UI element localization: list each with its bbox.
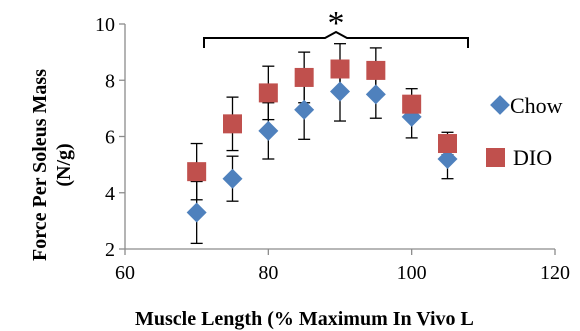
dio-point: [366, 60, 386, 80]
legend-dio-label: DIO: [513, 145, 552, 170]
x-tick-label: 60: [115, 262, 135, 284]
legend: Chow DIO: [486, 93, 563, 170]
legend-chow-label: Chow: [510, 93, 563, 118]
y-axis-title-line1: Force Per Soleus Mass: [29, 69, 51, 261]
legend-chow-marker: [490, 95, 510, 115]
dio-point: [294, 67, 314, 87]
dio-point: [223, 114, 242, 134]
chow-point: [330, 81, 350, 102]
chow-point: [437, 149, 458, 169]
y-tick-label: 6: [105, 127, 115, 149]
y-axis-title-line2: (N/g): [53, 143, 75, 186]
chow-point: [294, 99, 315, 120]
x-tick-label: 80: [258, 262, 278, 284]
plot-area: 2 4 6 8 10 60 80 100 120: [95, 14, 570, 284]
significance-bracket: [203, 30, 469, 48]
dio-point: [438, 134, 457, 154]
legend-dio-marker: [486, 148, 505, 167]
chow-point: [222, 168, 243, 189]
x-tick-label: 100: [397, 262, 427, 284]
x-tick-label: 120: [540, 262, 570, 284]
chow-point: [365, 84, 386, 105]
y-tick-label: 2: [105, 239, 115, 261]
chow-point: [258, 120, 279, 141]
dio-point: [187, 162, 207, 182]
dio-point: [330, 59, 350, 79]
x-axis-title: Muscle Length (% Maximum In Vivo L: [135, 308, 474, 330]
significance-asterisk: *: [328, 5, 345, 42]
dio-point: [402, 94, 422, 114]
y-tick-label: 8: [105, 70, 115, 92]
chow-point: [186, 202, 207, 223]
dio-point: [258, 83, 278, 103]
y-tick-label: 10: [95, 14, 115, 36]
y-tick-label: 4: [105, 183, 115, 205]
